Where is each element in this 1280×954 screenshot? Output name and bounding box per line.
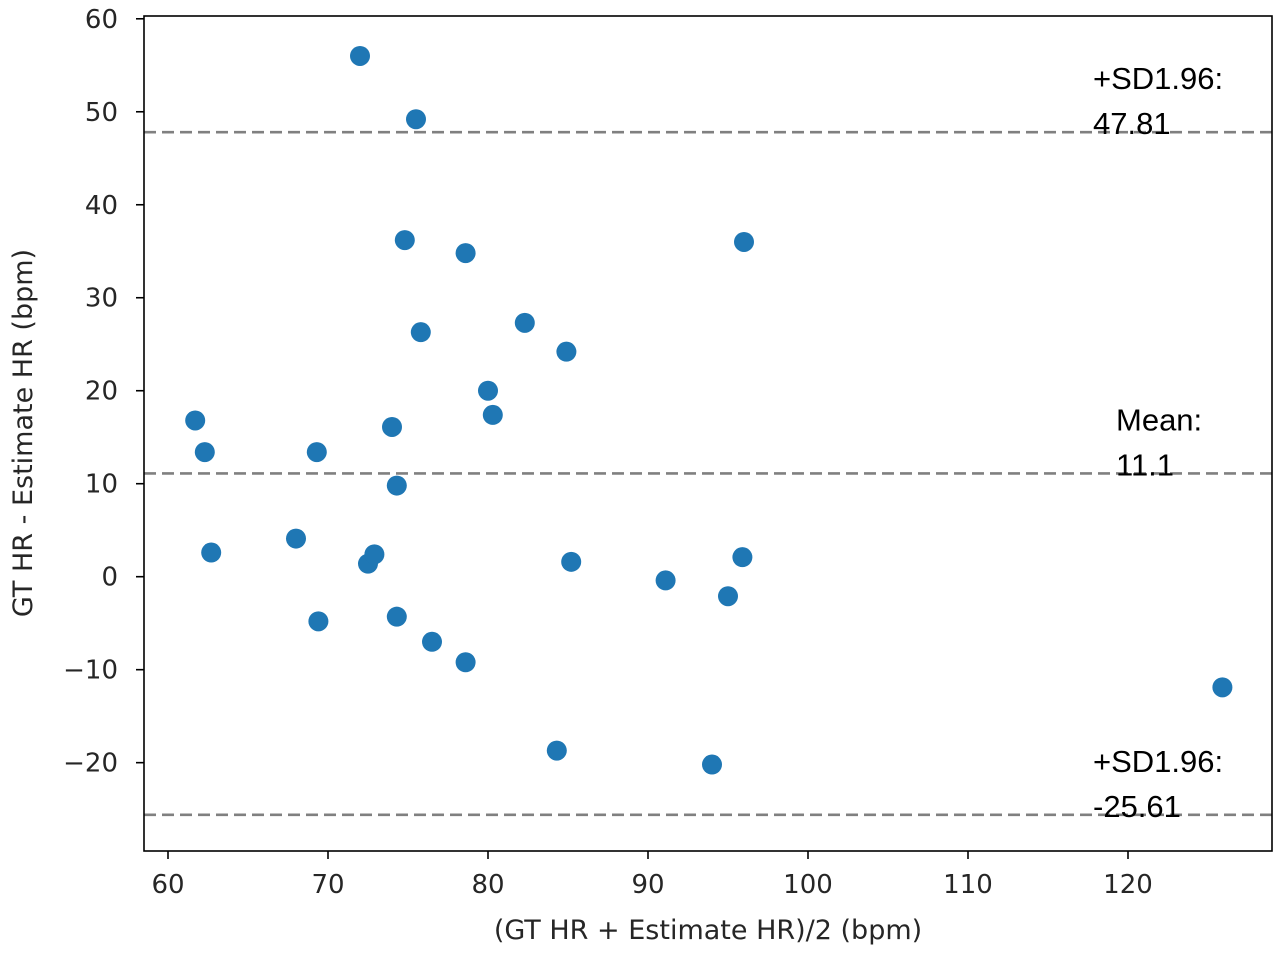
data-point	[394, 230, 415, 251]
y-tick-label: 20	[85, 377, 118, 407]
plot-frame	[143, 15, 1273, 852]
data-point	[702, 754, 722, 775]
x-tick-label: 90	[631, 870, 664, 900]
reference-label: Mean:	[1116, 402, 1202, 437]
x-tick-label: 60	[151, 870, 184, 900]
data-point	[422, 631, 442, 652]
reference-label: +SD1.96:	[1093, 744, 1223, 779]
data-point	[732, 547, 753, 568]
y-axis-ticks: −20 −10 0 10 20 30 40 50 60	[63, 5, 144, 779]
y-tick-label: 40	[85, 191, 118, 221]
data-point	[410, 322, 431, 343]
y-tick-label: −20	[63, 749, 118, 779]
data-point	[556, 341, 577, 362]
x-axis-ticks: 60 70 80 90 100 110 120	[151, 851, 1153, 900]
y-tick-label: 30	[85, 284, 118, 314]
data-point	[406, 109, 426, 130]
data-point	[386, 606, 407, 627]
data-point	[382, 416, 402, 437]
reference-value: -25.61	[1093, 789, 1181, 824]
plot-background	[144, 16, 1272, 851]
data-point	[718, 586, 738, 607]
data-point	[561, 551, 582, 572]
reference-label: +SD1.96:	[1093, 61, 1223, 96]
y-tick-label: 10	[85, 470, 118, 500]
data-point	[308, 611, 329, 632]
y-axis-label: GT HR - Estimate HR (bpm)	[8, 249, 39, 617]
x-tick-label: 70	[311, 870, 344, 900]
reference-value: 11.1	[1116, 447, 1174, 482]
x-tick-label: 80	[471, 870, 504, 900]
reference-value: 47.81	[1093, 106, 1171, 141]
data-point	[734, 231, 754, 252]
data-point	[455, 652, 476, 673]
data-point	[546, 740, 567, 761]
data-point	[286, 528, 306, 549]
x-axis-label: (GT HR + Estimate HR)/2 (bpm)	[494, 915, 922, 946]
data-point	[482, 404, 503, 425]
y-tick-label: 60	[85, 5, 118, 35]
data-point	[478, 380, 498, 401]
data-point	[455, 243, 476, 264]
reference-lines	[144, 130, 1272, 817]
data-point	[194, 442, 215, 463]
data-point	[306, 442, 327, 463]
y-tick-label: 0	[101, 563, 118, 593]
x-tick-label: 110	[943, 870, 993, 900]
data-point	[201, 542, 222, 563]
reference-annotations: +SD1.96: 47.81 Mean: 11.1 +SD1.96: -25.61	[1093, 61, 1223, 824]
data-point	[386, 475, 407, 496]
y-tick-label: −10	[63, 656, 118, 686]
data-point	[364, 544, 385, 565]
data-points	[185, 45, 1233, 775]
x-tick-label: 120	[1103, 870, 1153, 900]
data-point	[514, 312, 535, 333]
data-point	[1212, 677, 1233, 698]
x-tick-label: 100	[783, 870, 833, 900]
data-point	[350, 45, 370, 66]
data-point	[185, 410, 206, 431]
data-point	[655, 570, 676, 591]
y-tick-label: 50	[85, 98, 118, 128]
